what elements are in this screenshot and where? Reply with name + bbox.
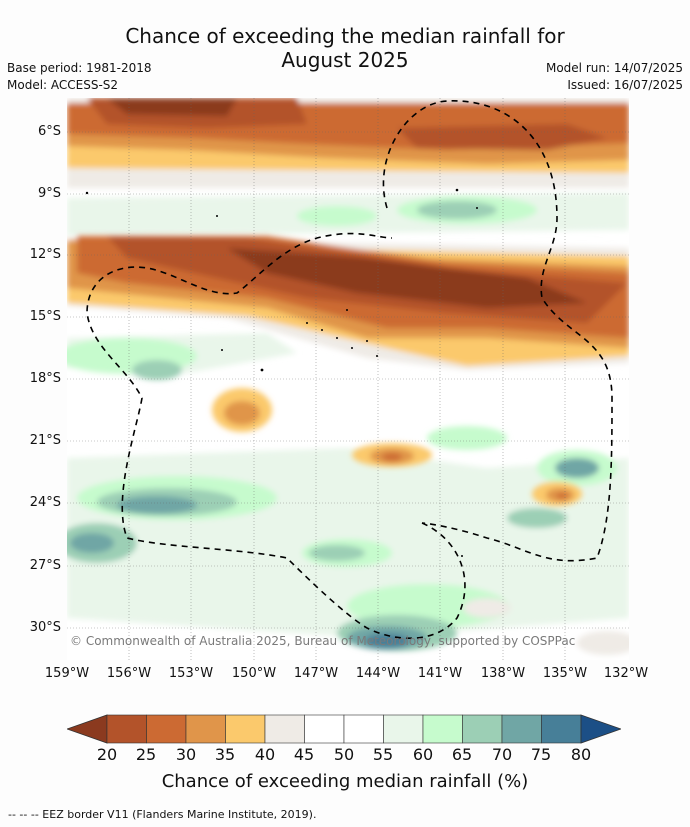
eez-border <box>86 100 613 640</box>
colorbar-tick: 55 <box>372 745 394 764</box>
colorbar-tick: 65 <box>451 745 473 764</box>
lon-label: 159°W <box>44 666 90 681</box>
colorbar-tick: 80 <box>570 745 592 764</box>
issued-text: Issued: 16/07/2025 <box>567 78 683 92</box>
colorbar-low-arrow <box>67 714 108 744</box>
colorbar-tick: 50 <box>333 745 355 764</box>
dry-patches <box>212 388 629 655</box>
colorbar-tick: 40 <box>254 745 276 764</box>
model-text: Model: ACCESS-S2 <box>7 78 119 92</box>
lat-label: 6°S <box>37 124 61 139</box>
model-run-text: Model run: 14/07/2025 <box>545 61 683 75</box>
colorbar-tick: 20 <box>96 745 118 764</box>
lat-label: 18°S <box>29 371 61 386</box>
copyright-text: © Commonwealth of Australia 2025, Bureau… <box>70 634 576 648</box>
lon-label: 153°W <box>168 666 214 681</box>
colorbar-tick: 45 <box>293 745 315 764</box>
lat-label: 30°S <box>29 620 61 635</box>
graticule <box>67 98 629 660</box>
colorbar-tick: 60 <box>412 745 434 764</box>
lat-label: 21°S <box>29 433 61 448</box>
lon-label: 141°W <box>417 666 463 681</box>
title-line-2: August 2025 <box>281 48 409 72</box>
colorbar-tick: 70 <box>491 745 513 764</box>
colorbar-tick: 30 <box>175 745 197 764</box>
base-period-text: Base period: 1981-2018 <box>7 61 152 75</box>
lon-label: 135°W <box>542 666 588 681</box>
colorbar-tick: 35 <box>214 745 236 764</box>
title-line-1: Chance of exceeding the median rainfall … <box>125 24 565 48</box>
colorbar-high-arrow <box>580 714 621 744</box>
colorbar-label: Chance of exceeding median rainfall (%) <box>161 771 529 792</box>
island-markers <box>85 188 478 557</box>
colorbar <box>67 714 621 744</box>
lat-label: 27°S <box>29 558 61 573</box>
lat-label: 15°S <box>29 309 61 324</box>
colorbar-tick: 75 <box>530 745 552 764</box>
lon-label: 138°W <box>480 666 526 681</box>
lat-label: 9°S <box>37 186 61 201</box>
lon-label: 132°W <box>603 666 649 681</box>
lon-label: 150°W <box>231 666 277 681</box>
lat-label: 12°S <box>29 247 61 262</box>
lon-label: 147°W <box>293 666 339 681</box>
lon-label: 144°W <box>355 666 401 681</box>
wet-patches <box>67 193 629 651</box>
rainfall-map <box>67 98 629 660</box>
colorbar-tick: 25 <box>135 745 157 764</box>
lon-label: 156°W <box>106 666 152 681</box>
dry-band-central <box>67 236 629 370</box>
lat-label: 24°S <box>29 495 61 510</box>
dry-band-north <box>67 98 629 188</box>
eez-legend-text: -- -- -- EEZ border V11 (Flanders Marine… <box>8 808 317 821</box>
